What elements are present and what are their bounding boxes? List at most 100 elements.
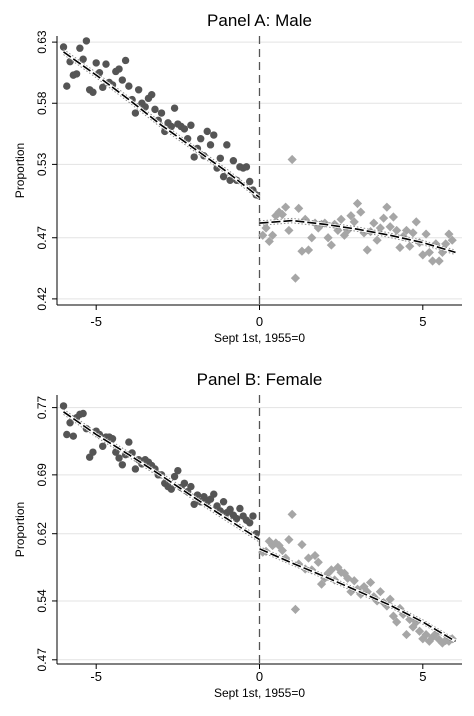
data-point-circle (148, 90, 156, 99)
data-point-diamond (388, 212, 399, 222)
data-point-diamond (405, 241, 415, 251)
fit-ci-lower-right (259, 222, 456, 256)
data-point-diamond (290, 604, 301, 614)
data-point-circle (59, 402, 68, 410)
data-point-circle (118, 461, 127, 469)
data-point-circle (112, 448, 120, 456)
data-point-diamond (294, 203, 304, 214)
data-point-circle (59, 43, 68, 51)
data-point-diamond (264, 236, 274, 247)
data-point-diamond (346, 211, 356, 221)
data-point-diamond (277, 545, 287, 556)
data-point-circle (76, 44, 84, 52)
fit-ci-upper-right (259, 217, 456, 251)
panel-b: Panel B: Female 0.47 0.54 0.62 0.69 0.77 -5 0 5 S… (13, 370, 462, 700)
data-point-circle (187, 121, 195, 129)
y-axis-label: Proportion (13, 502, 27, 557)
data-point-diamond (375, 223, 385, 233)
data-point-diamond (284, 225, 294, 236)
data-point-diamond (352, 198, 363, 209)
data-point-diamond (365, 577, 376, 588)
data-point-circle (246, 177, 254, 186)
data-point-diamond (362, 245, 372, 255)
fit-ci-lower-right (259, 550, 456, 644)
y-tick-label: 0.58 (35, 91, 49, 115)
data-point-circle (72, 70, 81, 78)
data-point-diamond (287, 154, 297, 165)
data-point-diamond (392, 225, 402, 236)
data-point-circle (63, 430, 71, 439)
data-point-diamond (274, 207, 284, 217)
y-tick-label: 0.54 (35, 589, 49, 613)
data-point-circle (141, 103, 149, 111)
data-point-diamond (434, 256, 444, 266)
data-point-circle (183, 135, 192, 143)
chart-title: Panel A: Male (207, 11, 312, 30)
data-point-circle (157, 109, 166, 117)
y-axis-label: Proportion (13, 143, 27, 198)
data-point-circle (99, 442, 107, 450)
x-tick-label: 0 (256, 669, 263, 684)
data-point-circle (232, 514, 241, 523)
data-point-circle (219, 498, 228, 506)
data-point-diamond (284, 534, 294, 545)
data-point-diamond (323, 568, 333, 578)
data-point-diamond (447, 235, 457, 245)
data-point-circle (99, 83, 107, 92)
chart-title: Panel B: Female (197, 370, 323, 389)
data-point-diamond (382, 202, 392, 212)
data-point-circle (219, 172, 228, 181)
data-point-circle (197, 135, 205, 143)
data-point-diamond (359, 582, 369, 592)
data-point-diamond (372, 235, 382, 245)
data-point-diamond (388, 611, 399, 621)
data-point-diamond (339, 230, 350, 240)
data-point-diamond (326, 565, 336, 575)
data-point-circle (226, 176, 234, 184)
data-point-diamond (264, 536, 274, 546)
data-point-circle (187, 482, 195, 491)
data-point-circle (170, 104, 179, 112)
fit-line-left (63, 51, 260, 199)
x-axis-label: Sept 1st, 1955=0 (214, 686, 305, 700)
data-point-diamond (297, 246, 307, 256)
data-point-diamond (277, 209, 287, 220)
data-point-diamond (398, 609, 408, 620)
fit-ci-upper-left (63, 408, 260, 538)
fit-ci-lower-left (63, 413, 260, 543)
data-point-diamond (333, 225, 343, 236)
data-point-diamond (392, 617, 402, 627)
data-point-circle (89, 448, 97, 456)
data-point-circle (226, 505, 234, 514)
y-tick-label: 0.62 (35, 522, 49, 546)
data-point-diamond (382, 601, 392, 611)
data-point-diamond (349, 576, 359, 586)
panel-a: Panel A: Male 0.42 0.47 0.53 0.58 0.63 -5 0 5 Sep… (13, 11, 462, 345)
data-point-circle (210, 131, 218, 139)
data-point-circle (66, 419, 74, 427)
y-tick-label: 0.53 (35, 152, 49, 176)
data-point-diamond (297, 540, 307, 550)
data-point-circle (190, 153, 198, 161)
fit-ci-upper-right (259, 546, 456, 640)
x-tick-label: 0 (256, 314, 263, 329)
x-tick-label: 5 (419, 314, 426, 329)
data-point-diamond (414, 626, 425, 636)
y-tick-label: 0.77 (35, 396, 49, 420)
data-point-diamond (287, 509, 297, 519)
data-point-circle (118, 76, 127, 84)
data-point-circle (167, 122, 176, 131)
data-point-diamond (437, 247, 448, 258)
data-point-circle (206, 141, 215, 149)
data-point-circle (131, 109, 140, 117)
data-point-circle (134, 86, 143, 94)
data-point-diamond (421, 229, 431, 239)
data-point-circle (229, 157, 238, 165)
data-point-diamond (408, 228, 418, 238)
data-point-diamond (307, 233, 317, 243)
data-point-circle (210, 490, 218, 498)
data-point-diamond (267, 230, 278, 240)
data-point-circle (223, 141, 231, 149)
data-point-diamond (336, 214, 346, 225)
